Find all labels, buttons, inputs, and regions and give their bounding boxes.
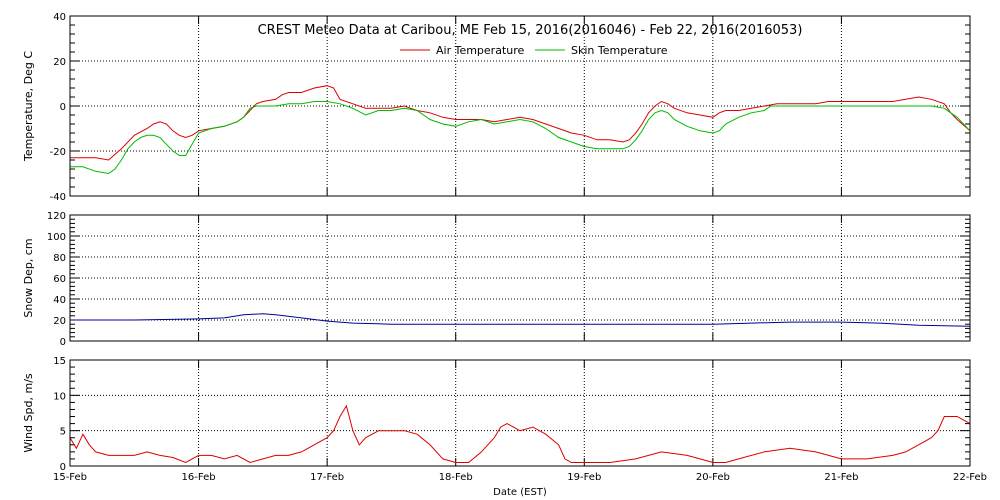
y-tick-label: 80 bbox=[53, 253, 66, 264]
series-line-1-0 bbox=[70, 313, 971, 327]
y-tick-label: 100 bbox=[47, 232, 66, 243]
series-line-0-1 bbox=[70, 101, 971, 175]
panel-0: -40 -20 0 20 40 Temperature, Deg C bbox=[22, 12, 971, 203]
y-axis-label: Temperature, Deg C bbox=[22, 51, 35, 162]
panel-frame bbox=[69, 359, 971, 467]
panel-1: 0 20 40 60 80 100 120 Snow Dep, cm bbox=[22, 211, 971, 348]
legend-label: Skin Temperature bbox=[571, 44, 668, 57]
x-axis-label: Date (EST) bbox=[493, 487, 547, 498]
y-tick-label: 15 bbox=[53, 356, 66, 367]
y-tick-label: 5 bbox=[60, 427, 66, 438]
x-tick-label: 16-Feb bbox=[182, 472, 216, 483]
x-tick-label: 19-Feb bbox=[567, 472, 601, 483]
legend-label: Air Temperature bbox=[436, 44, 525, 57]
panel-frame bbox=[69, 214, 971, 342]
chart-legend: Air Temperature Skin Temperature bbox=[400, 44, 668, 57]
x-tick-label: 15-Feb bbox=[53, 472, 87, 483]
y-tick-label: 20 bbox=[53, 316, 66, 327]
y-tick-label: 20 bbox=[53, 57, 66, 68]
series-line-0-0 bbox=[70, 85, 971, 161]
y-axis-label: Snow Dep, cm bbox=[22, 238, 35, 317]
x-tick-label: 22-Feb bbox=[953, 472, 987, 483]
y-tick-label: 120 bbox=[47, 211, 66, 222]
x-tick-labels: 15-Feb 16-Feb 17-Feb 18-Feb 19-Feb 20-Feb 21-F… bbox=[53, 472, 987, 483]
x-tick-label: 20-Feb bbox=[696, 472, 730, 483]
series-line-2-0 bbox=[69, 404, 971, 464]
y-tick-label: 0 bbox=[60, 337, 66, 348]
y-tick-label: 10 bbox=[53, 391, 66, 402]
y-tick-label: 0 bbox=[60, 462, 66, 473]
x-tick-label: 17-Feb bbox=[310, 472, 344, 483]
y-tick-label: 0 bbox=[60, 102, 66, 113]
x-tick-label: 18-Feb bbox=[439, 472, 473, 483]
chart-axes: -40 -20 0 20 40 Temperature, Deg C 0 20 40 60 80 10… bbox=[22, 12, 971, 473]
panel-2: 0 5 10 15 Wind Spd, m/s bbox=[22, 356, 971, 473]
y-tick-label: 40 bbox=[53, 295, 66, 306]
y-tick-label: 40 bbox=[53, 12, 66, 23]
x-tick-label: 21-Feb bbox=[824, 472, 858, 483]
y-axis-label: Wind Spd, m/s bbox=[22, 373, 35, 453]
chart-title: CREST Meteo Data at Caribou, ME Feb 15, … bbox=[258, 23, 803, 38]
y-tick-label: -40 bbox=[50, 192, 66, 203]
y-tick-label: 60 bbox=[53, 274, 66, 285]
panel-frame bbox=[69, 15, 971, 197]
y-tick-label: -20 bbox=[50, 147, 66, 158]
